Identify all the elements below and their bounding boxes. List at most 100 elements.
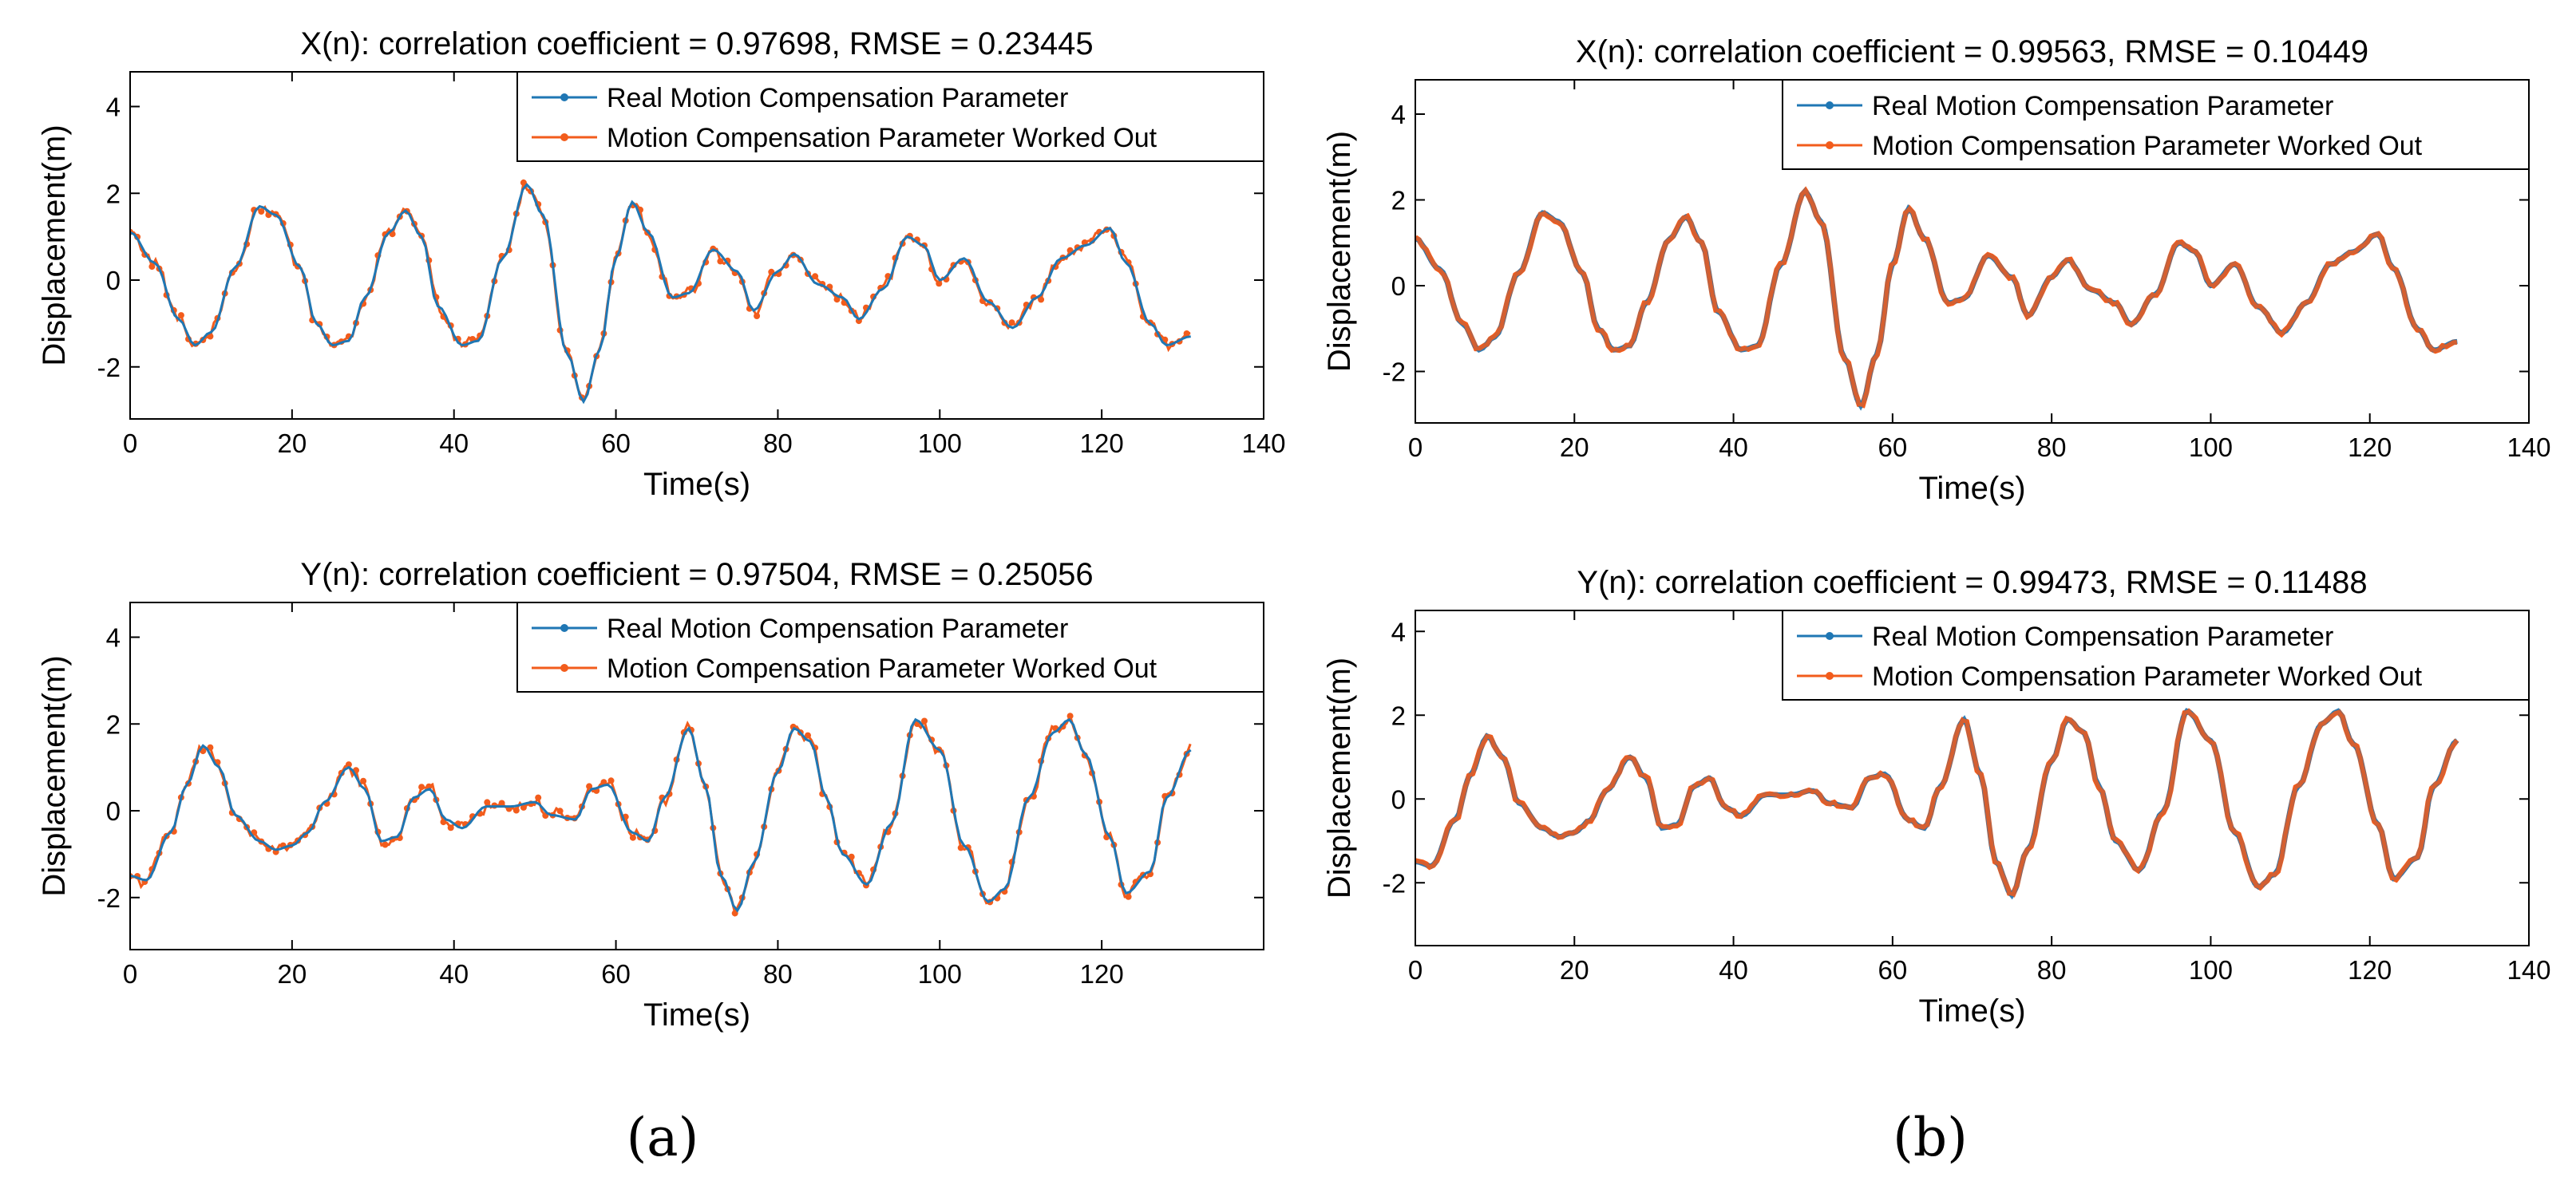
x-tick-label: 100 — [918, 429, 962, 458]
legend-item-worked-out-marker — [560, 133, 568, 141]
legend-box — [1782, 79, 2530, 170]
worked-out-point — [848, 853, 855, 860]
legend-item-real-label: Real Motion Compensation Parameter — [1872, 91, 2333, 121]
panel-label-a: (a) — [627, 1107, 699, 1168]
chart-b-3: Y(n): correlation coefficient = 0.99473,… — [1322, 565, 2551, 1029]
legend: Real Motion Compensation Parameter Motion… — [1782, 79, 2530, 170]
y-axis-label: Displacement(m) — [1322, 658, 1357, 899]
y-tick-label: -2 — [1383, 357, 1406, 387]
x-axis-label: Time(s) — [1918, 993, 2025, 1029]
worked-out-point — [1125, 893, 1132, 900]
worked-out-point — [484, 799, 491, 806]
legend-item-real-label: Real Motion Compensation Parameter — [607, 83, 1068, 113]
y-tick-label: -2 — [1383, 868, 1406, 898]
series-real-line — [130, 717, 1192, 913]
x-tick-label: 40 — [439, 429, 469, 458]
legend-box — [516, 602, 1264, 693]
x-tick-label: 40 — [1719, 955, 1748, 985]
x-tick-label: 20 — [1560, 433, 1589, 462]
y-tick-label: 2 — [106, 709, 121, 739]
legend-item-worked-out-marker — [1826, 672, 1834, 680]
y-tick-label: 4 — [106, 93, 121, 122]
worked-out-point — [586, 783, 593, 790]
worked-out-point — [629, 834, 636, 841]
y-tick-label: 4 — [1391, 617, 1406, 646]
series-real-line — [130, 183, 1191, 405]
panel-label-b: (b) — [1893, 1107, 1968, 1168]
legend-box — [1782, 610, 2530, 701]
worked-out-point — [535, 794, 542, 801]
x-tick-label: 0 — [1408, 433, 1423, 462]
worked-out-point — [258, 208, 265, 215]
legend-item-real-marker — [560, 93, 568, 101]
chart-b-2: X(n): correlation coefficient = 0.99563,… — [1322, 34, 2551, 506]
worked-out-point — [805, 732, 811, 739]
x-tick-label: 60 — [1878, 955, 1907, 985]
legend-item-worked-out-label: Motion Compensation Parameter Worked Out — [1872, 131, 2423, 161]
x-tick-label: 120 — [2348, 955, 2392, 985]
legend-item-real-marker — [1826, 101, 1834, 109]
worked-out-point — [382, 841, 389, 848]
y-tick-label: 0 — [106, 266, 121, 295]
x-tick-label: 140 — [2507, 955, 2550, 985]
x-tick-label: 120 — [2348, 433, 2392, 462]
y-tick-label: 4 — [106, 623, 121, 653]
x-axis-label: Time(s) — [643, 467, 750, 502]
x-tick-label: 60 — [1878, 433, 1907, 462]
worked-out-point — [1008, 319, 1015, 326]
legend: Real Motion Compensation Parameter Motion… — [516, 71, 1264, 162]
x-tick-label: 80 — [763, 429, 793, 458]
worked-out-point — [440, 819, 447, 826]
legend-item-real-label: Real Motion Compensation Parameter — [1872, 622, 2333, 652]
x-tick-label: 80 — [2037, 433, 2067, 462]
worked-out-point — [957, 844, 964, 851]
x-tick-label: 20 — [277, 959, 307, 989]
x-tick-label: 100 — [918, 959, 962, 989]
worked-out-point — [717, 258, 724, 265]
series-worked-out-overlay — [1415, 709, 2459, 897]
chart-a-1: Y(n): correlation coefficient = 0.97504,… — [37, 557, 1264, 1033]
x-tick-label: 80 — [2037, 955, 2067, 985]
worked-out-point — [754, 313, 761, 319]
plots-container: X(n): correlation coefficient = 0.97698,… — [37, 26, 2551, 1033]
legend-item-worked-out-label: Motion Compensation Parameter Worked Out — [607, 123, 1157, 153]
legend-item-worked-out-label: Motion Compensation Parameter Worked Out — [607, 654, 1157, 684]
chart-title: X(n): correlation coefficient = 0.99563,… — [1576, 34, 2368, 69]
chart-title: Y(n): correlation coefficient = 0.97504,… — [300, 557, 1093, 592]
legend: Real Motion Compensation Parameter Motion… — [1782, 610, 2530, 701]
worked-out-point — [207, 744, 214, 751]
x-tick-label: 60 — [601, 959, 631, 989]
y-tick-label: 2 — [106, 179, 121, 208]
worked-out-point — [177, 312, 184, 319]
y-tick-label: -2 — [97, 883, 121, 913]
worked-out-point — [148, 263, 156, 271]
x-tick-label: 100 — [2189, 433, 2233, 462]
worked-out-point — [936, 280, 943, 287]
y-axis-label: Displacement(m) — [37, 655, 72, 896]
y-tick-label: 4 — [1391, 100, 1406, 129]
y-tick-label: 2 — [1391, 701, 1406, 730]
x-tick-label: 100 — [2189, 955, 2233, 985]
worked-out-point — [498, 800, 505, 807]
legend-item-real-marker — [560, 624, 568, 632]
x-tick-label: 20 — [277, 429, 307, 458]
legend-item-real-label: Real Motion Compensation Parameter — [607, 614, 1068, 644]
y-axis-label: Displacement(m) — [37, 124, 72, 365]
legend-item-worked-out-marker — [560, 664, 568, 672]
chart-title: Y(n): correlation coefficient = 0.99473,… — [1577, 565, 2367, 600]
worked-out-point — [731, 910, 738, 917]
legend-box — [516, 71, 1264, 162]
series-worked-out-overlay — [1415, 188, 2458, 408]
worked-out-point — [418, 784, 425, 791]
x-tick-label: 40 — [1719, 433, 1748, 462]
worked-out-point — [812, 273, 819, 280]
worked-out-point — [520, 179, 527, 186]
x-tick-label: 0 — [1408, 955, 1423, 985]
x-tick-label: 80 — [763, 959, 793, 989]
x-tick-label: 140 — [1241, 429, 1285, 458]
x-tick-label: 20 — [1560, 955, 1589, 985]
y-axis-label: Displacement(m) — [1322, 131, 1357, 372]
x-axis-label: Time(s) — [643, 997, 750, 1033]
x-tick-label: 140 — [2507, 433, 2550, 462]
